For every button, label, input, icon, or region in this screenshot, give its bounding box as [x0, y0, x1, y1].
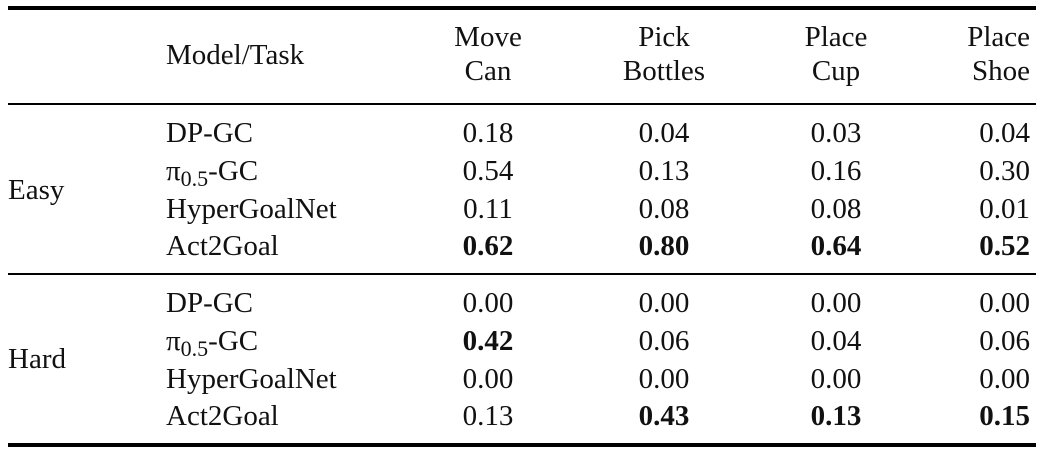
header-col-1-line2: Can [464, 55, 512, 87]
table-cell: 0.13 [462, 400, 514, 432]
table-cell: 0.00 [810, 287, 862, 319]
table-top-rule [8, 6, 1036, 10]
table-cell: 0.16 [810, 155, 862, 187]
table-header-rule [8, 103, 1036, 105]
model-name: DP-GC [166, 287, 254, 319]
header-col-2: Pick Bottles [623, 20, 705, 88]
model-name-pi05: π0.5-GC [166, 154, 259, 191]
table-cell: 0.80 [638, 230, 690, 262]
table-cell: 0.18 [462, 117, 514, 149]
header-col-3: Place Cup [805, 20, 868, 88]
group-label-hard: Hard [8, 343, 66, 375]
table-cell: 0.62 [462, 230, 514, 262]
model-name-pi05: π0.5-GC [166, 324, 259, 361]
header-col-3-line1: Place [804, 21, 868, 53]
pi-subscript: 0.5 [180, 336, 209, 361]
table-cell: 0.15 [979, 400, 1030, 432]
table-cell: 0.06 [979, 325, 1030, 357]
table-cell: 0.03 [810, 117, 862, 149]
pi-symbol: π [166, 325, 181, 357]
pi-symbol: π [166, 155, 181, 187]
table-bottom-rule [8, 443, 1036, 447]
header-col-4-line2: Shoe [972, 55, 1030, 87]
header-col-1-line1: Move [454, 21, 522, 53]
table-cell: 0.13 [810, 400, 862, 432]
table-cell: 0.30 [979, 155, 1030, 187]
table-cell: 0.13 [638, 155, 690, 187]
table-cell: 0.04 [638, 117, 690, 149]
table-cell: 0.01 [979, 193, 1030, 225]
table-cell: 0.00 [462, 287, 514, 319]
header-col-2-line1: Pick [638, 21, 690, 53]
table-cell: 0.04 [979, 117, 1030, 149]
table-cell: 0.00 [979, 287, 1030, 319]
model-name: DP-GC [166, 117, 254, 149]
table-cell: 0.43 [638, 400, 690, 432]
header-model-task: Model/Task [166, 39, 305, 71]
header-col-3-line2: Cup [811, 55, 861, 87]
table-cell: 0.00 [979, 363, 1030, 395]
table-cell: 0.08 [810, 193, 862, 225]
pi-suffix: -GC [208, 325, 259, 357]
pi-suffix: -GC [208, 155, 259, 187]
table-cell: 0.08 [638, 193, 690, 225]
table-cell: 0.04 [810, 325, 862, 357]
table-cell: 0.42 [462, 325, 514, 357]
header-col-4: Place Shoe [967, 20, 1030, 88]
table-cell: 0.00 [462, 363, 514, 395]
header-col-4-line1: Place [967, 21, 1030, 53]
group-label-easy: Easy [8, 174, 65, 206]
header-col-2-line2: Bottles [622, 55, 706, 87]
table-cell: 0.00 [638, 287, 690, 319]
model-name: HyperGoalNet [166, 363, 337, 395]
table-cell: 0.11 [463, 193, 513, 225]
table-cell: 0.54 [462, 155, 514, 187]
model-name: Act2Goal [166, 230, 279, 262]
table-group-rule [8, 273, 1036, 275]
table-cell: 0.06 [638, 325, 690, 357]
model-name: Act2Goal [166, 400, 279, 432]
table-cell: 0.00 [638, 363, 690, 395]
table-cell: 0.52 [979, 230, 1030, 262]
model-name: HyperGoalNet [166, 193, 337, 225]
pi-subscript: 0.5 [180, 166, 209, 191]
table-cell: 0.00 [810, 363, 862, 395]
header-col-1: Move Can [454, 20, 522, 88]
table-cell: 0.64 [810, 230, 862, 262]
